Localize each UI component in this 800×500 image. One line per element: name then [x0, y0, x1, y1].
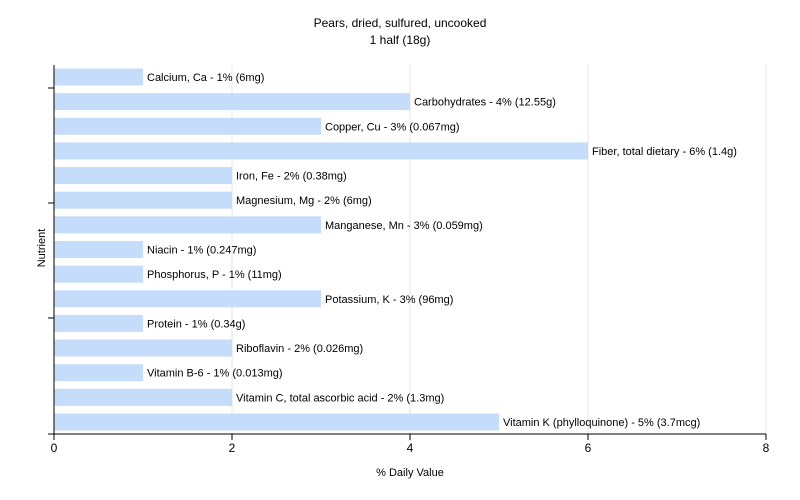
bar-labels-group: Calcium, Ca - 1% (6mg) Carbohydrates - 4%… — [147, 72, 737, 429]
bar — [54, 314, 143, 332]
bar-label: Vitamin K (phylloquinone) - 5% (3.7mcg) — [503, 417, 700, 429]
x-tick-label: 6 — [585, 441, 592, 455]
bar — [54, 339, 232, 357]
bar-label: Riboflavin - 2% (0.026mg) — [236, 343, 363, 355]
bar — [54, 241, 143, 258]
bar — [54, 167, 232, 185]
bar-label: Fiber, total dietary - 6% (1.4g) — [592, 146, 737, 158]
bar-label: Calcium, Ca - 1% (6mg) — [147, 72, 264, 84]
bar-label: Potassium, K - 3% (96mg) — [325, 294, 453, 306]
bar — [54, 142, 588, 160]
bar — [54, 364, 143, 382]
bar — [54, 68, 143, 86]
x-axis-ticks: 0 2 4 6 8 — [51, 434, 770, 455]
bar — [54, 191, 232, 209]
bar-label: Iron, Fe - 2% (0.38mg) — [236, 171, 347, 183]
x-axis-title: % Daily Value — [376, 467, 444, 479]
chart-title: Pears, dried, sulfured, uncooked — [314, 16, 487, 30]
bar — [54, 216, 321, 234]
bar-label: Vitamin C, total ascorbic acid - 2% (1.3… — [236, 392, 444, 404]
bar-label: Magnesium, Mg - 2% (6mg) — [236, 195, 372, 207]
x-tick-label: 4 — [407, 441, 414, 455]
bar-label: Manganese, Mn - 3% (0.059mg) — [325, 220, 483, 232]
y-axis-title: Nutrient — [36, 229, 48, 268]
bar-label: Carbohydrates - 4% (12.55g) — [414, 97, 556, 109]
x-tick-label: 2 — [229, 441, 236, 455]
bar — [54, 290, 321, 308]
chart-subtitle: 1 half (18g) — [370, 33, 431, 47]
bar-label: Vitamin B-6 - 1% (0.013mg) — [147, 368, 283, 380]
bar-label: Phosphorus, P - 1% (11mg) — [147, 269, 282, 281]
bar-label: Copper, Cu - 3% (0.067mg) — [325, 121, 460, 133]
bar — [54, 413, 499, 431]
bar — [54, 265, 143, 283]
bar — [54, 388, 232, 406]
bar-label: Protein - 1% (0.34g) — [147, 318, 245, 330]
bar-label: Niacin - 1% (0.247mg) — [147, 245, 256, 257]
bar — [54, 117, 321, 135]
bar — [54, 93, 410, 111]
x-tick-label: 8 — [763, 441, 770, 455]
bars-group — [54, 68, 588, 431]
x-tick-label: 0 — [51, 441, 58, 455]
